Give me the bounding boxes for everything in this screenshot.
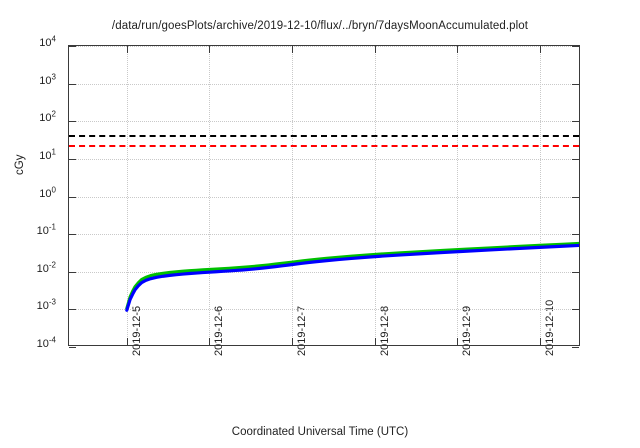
series-line-accumulated-dose-green — [125, 241, 579, 311]
y-tick-label: 10-4 — [36, 335, 56, 350]
x-axis-tick — [209, 46, 211, 53]
x-axis-tick — [457, 338, 459, 345]
y-axis-tick — [69, 347, 76, 348]
data-series-group — [125, 241, 579, 312]
y-axis-tick — [572, 196, 579, 198]
x-axis-tick — [126, 46, 128, 53]
plot-inner — [69, 46, 579, 345]
red-threshold — [69, 145, 579, 148]
y-axis-tick — [69, 309, 76, 311]
plot-area — [68, 45, 580, 348]
y-tick-label: 10-2 — [36, 260, 56, 275]
y-axis-tick — [572, 83, 579, 85]
y-axis-tick — [69, 121, 76, 123]
x-axis-tick — [374, 46, 376, 53]
gridline-horizontal — [69, 234, 579, 236]
x-axis-title: Coordinated Universal Time (UTC) — [231, 426, 409, 438]
y-tick-label: 10-3 — [36, 297, 56, 313]
y-axis-tick — [69, 83, 76, 85]
y-axis-tick — [572, 271, 579, 273]
gridline-vertical — [209, 46, 211, 345]
y-tick-label: 100 — [39, 184, 56, 200]
y-axis-tick — [69, 234, 76, 236]
x-axis-tick — [457, 46, 459, 53]
y-tick-label: 101 — [39, 147, 56, 162]
y-axis-tick — [69, 46, 76, 47]
x-axis-tick — [209, 338, 211, 345]
y-axis-tick — [69, 196, 76, 198]
gridline-horizontal — [69, 121, 579, 123]
y-axis-tick — [572, 234, 579, 236]
gridline-horizontal — [69, 158, 579, 160]
y-axis-tick — [69, 271, 76, 273]
gridline-vertical — [539, 46, 541, 345]
y-axis-tick — [572, 121, 579, 123]
gridline-vertical — [126, 46, 128, 345]
y-tick-label: 102 — [39, 109, 56, 125]
y-axis-tick — [572, 46, 579, 47]
y-tick-label: 103 — [39, 71, 56, 87]
x-axis-tick — [126, 338, 128, 345]
series-line-accumulated-dose-blue — [125, 243, 579, 312]
gridline-vertical — [291, 46, 293, 345]
gridline-horizontal — [69, 196, 579, 198]
y-axis-tick — [69, 158, 76, 160]
black-threshold — [69, 134, 579, 137]
y-axis-tick — [572, 309, 579, 311]
gridline-horizontal — [69, 271, 579, 273]
plot-title: /data/run/goesPlots/archive/2019-12-10/f… — [111, 20, 529, 32]
x-axis-tick — [539, 338, 541, 345]
x-axis-tick — [291, 46, 293, 53]
gridline-horizontal — [69, 309, 579, 311]
gridline-horizontal — [69, 83, 579, 85]
x-axis-tick — [539, 46, 541, 53]
y-tick-label: 104 — [39, 34, 56, 49]
gridline-vertical — [374, 46, 376, 345]
x-axis-tick — [374, 338, 376, 345]
gridline-horizontal — [69, 46, 579, 47]
y-tick-label: 10-1 — [36, 222, 56, 238]
gridline-vertical — [457, 46, 459, 345]
y-axis-tick — [572, 347, 579, 348]
y-axis-tick — [572, 158, 579, 160]
x-axis-tick — [291, 338, 293, 345]
